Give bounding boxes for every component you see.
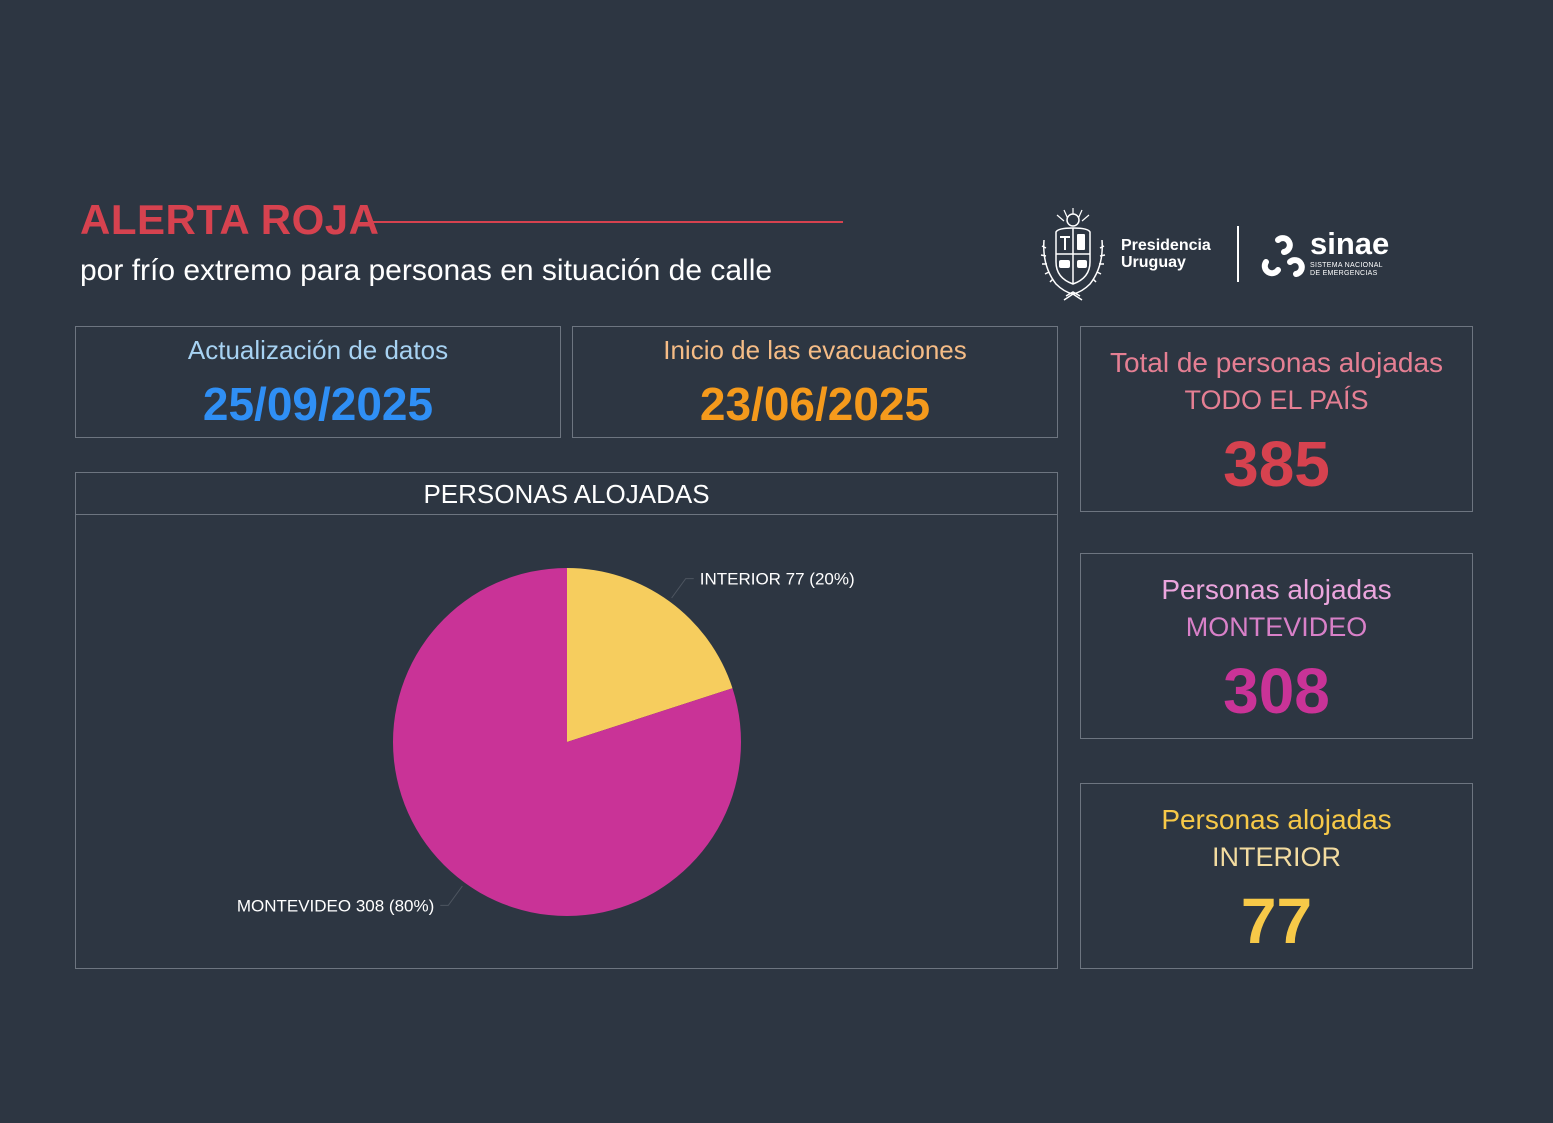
montevideo-stat-sub: MONTEVIDEO <box>1185 612 1368 642</box>
evacuation-start-card: Inicio de las evacuaciones 23/06/2025 <box>572 326 1058 438</box>
data-label-montevideo: MONTEVIDEO 308 (80%) <box>237 896 434 915</box>
data-label-interior: INTERIOR 77 (20%) <box>700 570 855 589</box>
interior-stat-label: Personas alojadas <box>1161 804 1392 835</box>
leader-line <box>440 885 463 906</box>
update-date-label: Actualización de datos <box>187 335 449 365</box>
evacuation-start-value: 23/06/2025 <box>699 378 931 430</box>
uruguay-line: Uruguay <box>1121 254 1186 271</box>
alert-title: ALERTA ROJA <box>80 196 380 243</box>
interior-stat-sub: INTERIOR <box>1211 842 1341 872</box>
presidencia-logo-text: Presidencia Uruguay <box>1121 237 1211 271</box>
title-underline <box>368 221 843 223</box>
sinae-subtitle: SISTEMA NACIONAL DE EMERGENCIAS <box>1310 262 1383 278</box>
evacuation-start-label: Inicio de las evacuaciones <box>663 335 967 365</box>
interior-stat-card: Personas alojadas INTERIOR 77 <box>1080 783 1473 969</box>
leader-line <box>671 578 694 599</box>
pie-chart-card: PERSONAS ALOJADAS INTERIOR 77 (20%) MONTE… <box>75 472 1058 969</box>
alert-subtitle: por frío extremo para personas en situac… <box>80 254 773 287</box>
pie-slice-montevideo <box>393 568 741 916</box>
chart-header: PERSONAS ALOJADAS <box>76 473 1057 515</box>
interior-stat-value: 77 <box>1240 885 1313 957</box>
sinae-sub-line: DE EMERGENCIAS <box>1310 270 1378 277</box>
sinae-sub-line: SISTEMA NACIONAL <box>1310 262 1383 269</box>
montevideo-stat-label: Personas alojadas <box>1161 574 1392 605</box>
update-date-value: 25/09/2025 <box>202 378 434 430</box>
logo-divider <box>1237 226 1239 282</box>
sinae-wordmark: sinae <box>1310 226 1390 261</box>
uruguay-coat-of-arms-icon <box>1040 208 1106 301</box>
total-stat-sub: TODO EL PAÍS <box>1184 385 1369 415</box>
chart-title: PERSONAS ALOJADAS <box>423 479 710 509</box>
montevideo-stat-card: Personas alojadas MONTEVIDEO 308 <box>1080 553 1473 739</box>
pie-chart: INTERIOR 77 (20%) MONTEVIDEO 308 (80%) <box>237 568 855 916</box>
total-stat-label: Total de personas alojadas <box>1109 347 1444 378</box>
pie-slice-interior <box>567 568 733 742</box>
montevideo-stat-value: 308 <box>1223 655 1330 727</box>
sinae-logo-icon <box>1261 235 1305 277</box>
presidencia-line: Presidencia <box>1121 237 1211 254</box>
total-stat-value: 385 <box>1223 428 1330 500</box>
total-stat-card: Total de personas alojadas TODO EL PAÍS … <box>1080 326 1473 512</box>
update-date-card: Actualización de datos 25/09/2025 <box>75 326 561 438</box>
